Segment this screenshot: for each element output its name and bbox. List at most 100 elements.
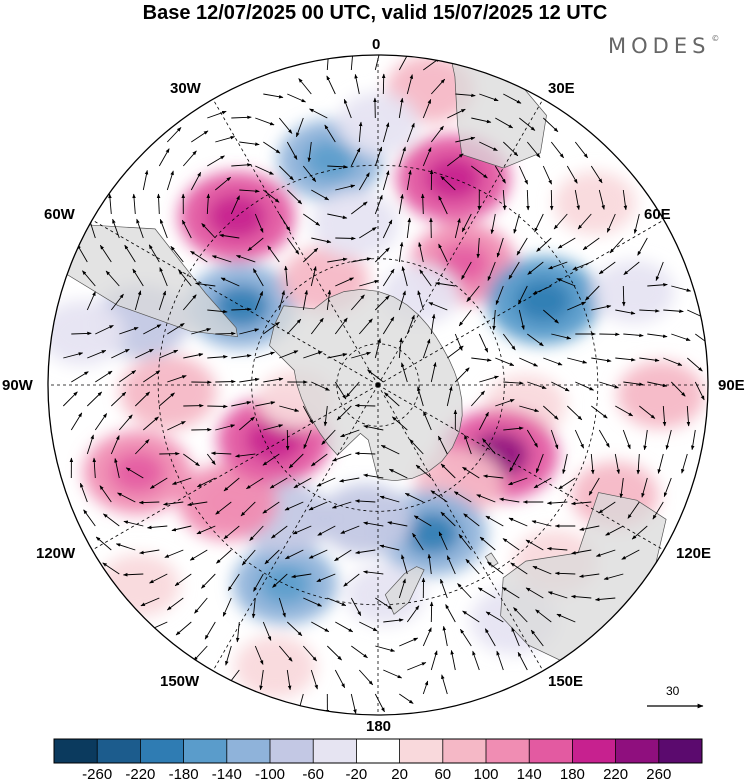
wind-vector bbox=[132, 193, 136, 215]
wind-vector bbox=[148, 244, 160, 263]
map-title: Base 12/07/2025 00 UTC, valid 15/07/2025… bbox=[142, 2, 608, 24]
anomaly-core-22 bbox=[404, 512, 460, 555]
wind-vector bbox=[215, 379, 236, 384]
wind-vector bbox=[166, 170, 174, 191]
wind-vector bbox=[417, 386, 424, 407]
wind-vector bbox=[562, 453, 568, 475]
wind-vector bbox=[191, 130, 209, 143]
wind-vector bbox=[135, 348, 154, 359]
wind-vector bbox=[327, 164, 348, 169]
wind-vector bbox=[417, 290, 424, 311]
wind-vector bbox=[430, 125, 444, 143]
wind-vector bbox=[447, 108, 466, 119]
wind-vector bbox=[519, 357, 539, 367]
wind-vector bbox=[278, 165, 294, 181]
wind-vector bbox=[136, 218, 144, 239]
wind-vector bbox=[381, 73, 386, 95]
wind-vector bbox=[166, 127, 182, 143]
wind-vector bbox=[171, 477, 192, 485]
wind-vector bbox=[79, 482, 88, 503]
wind-vector bbox=[464, 434, 472, 455]
wind-vector bbox=[590, 165, 603, 184]
wind-vector bbox=[158, 148, 170, 167]
wind-vector bbox=[351, 201, 368, 215]
wind-vector bbox=[374, 55, 381, 71]
wind-vector bbox=[178, 270, 192, 287]
wind-vector bbox=[445, 604, 456, 623]
colorbar-segment bbox=[313, 739, 357, 763]
wind-vector bbox=[156, 193, 161, 215]
wind-vector bbox=[286, 237, 300, 255]
wind-vector bbox=[181, 219, 192, 239]
wind-vector bbox=[427, 553, 432, 575]
wind-vector bbox=[639, 309, 660, 313]
colorbar-segment bbox=[54, 739, 98, 763]
wind-vector bbox=[309, 108, 328, 119]
wind-vector bbox=[454, 218, 461, 239]
wind-vector bbox=[149, 573, 168, 584]
wind-vector bbox=[665, 429, 672, 450]
wind-vector bbox=[615, 405, 634, 417]
wind-vector bbox=[502, 189, 507, 211]
wind-vector bbox=[571, 549, 592, 555]
wind-vector bbox=[278, 117, 293, 134]
wind-vector bbox=[269, 477, 288, 489]
wind-vector bbox=[286, 318, 302, 335]
wind-vector bbox=[110, 391, 127, 407]
wind-vector bbox=[591, 405, 608, 419]
wind-vector bbox=[227, 573, 240, 591]
wind-vector bbox=[535, 609, 552, 623]
wind-vector bbox=[139, 549, 160, 555]
wind-vector bbox=[532, 565, 552, 575]
wind-vector bbox=[598, 189, 605, 210]
wind-vector bbox=[204, 621, 216, 640]
wind-vector bbox=[86, 391, 103, 407]
wind-vector bbox=[535, 453, 544, 474]
wind-vector bbox=[321, 429, 336, 445]
wind-vector bbox=[557, 237, 576, 249]
wind-vector bbox=[355, 549, 376, 555]
wind-vector bbox=[334, 549, 352, 562]
wind-vector bbox=[207, 110, 227, 119]
wind-vector bbox=[440, 578, 448, 599]
wind-vector bbox=[663, 309, 684, 313]
wind-vector bbox=[526, 141, 541, 158]
wind-vector bbox=[594, 597, 616, 602]
wind-vector bbox=[182, 294, 197, 311]
wind-vector bbox=[542, 165, 553, 185]
wind-vector bbox=[606, 213, 616, 233]
wind-vector bbox=[484, 628, 496, 647]
wind-vector bbox=[354, 499, 376, 503]
wind-vector bbox=[471, 165, 488, 179]
anomaly-region-29 bbox=[554, 171, 636, 235]
wind-vector bbox=[534, 213, 544, 233]
wind-vector bbox=[401, 554, 408, 575]
wind-vector bbox=[70, 412, 83, 431]
wind-vector bbox=[95, 536, 112, 551]
wind-vector bbox=[310, 453, 328, 467]
wind-vector bbox=[190, 250, 208, 263]
wind-vector bbox=[123, 520, 144, 527]
wind-vector bbox=[479, 536, 496, 551]
wind-vector bbox=[350, 597, 362, 616]
wind-vector bbox=[440, 175, 456, 191]
meridian-line bbox=[212, 99, 379, 386]
wind-vector bbox=[603, 573, 624, 580]
latitude-circle bbox=[336, 343, 420, 427]
wind-vector bbox=[455, 93, 476, 98]
wind-vector bbox=[326, 75, 336, 95]
wind-vector bbox=[502, 141, 519, 157]
wind-vector bbox=[336, 405, 352, 421]
wind-vector bbox=[196, 477, 216, 488]
tasmania bbox=[484, 552, 499, 568]
wind-vector bbox=[478, 333, 489, 353]
wind-vector bbox=[546, 501, 568, 505]
wind-vector bbox=[409, 439, 424, 455]
wind-vector bbox=[476, 494, 496, 503]
wind-vector bbox=[526, 189, 530, 211]
wind-vector bbox=[358, 121, 363, 143]
wind-vector bbox=[536, 237, 552, 252]
wind-vector bbox=[681, 453, 688, 474]
colorbar-segment bbox=[140, 739, 184, 763]
wind-vector bbox=[196, 525, 216, 535]
